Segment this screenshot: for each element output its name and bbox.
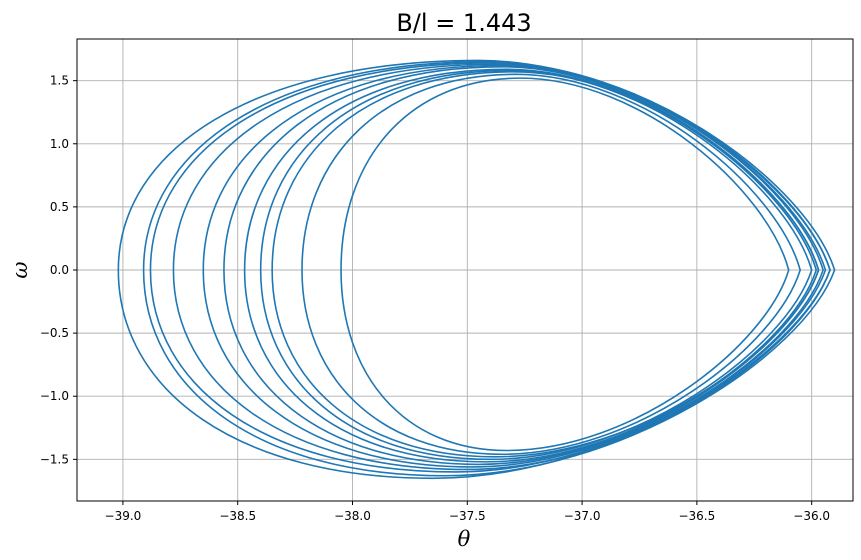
- trajectory-loop: [142, 60, 836, 477]
- x-tick-label: −38.5: [219, 509, 256, 523]
- trajectory-loop: [202, 64, 824, 468]
- y-axis-ticks: −1.5 −1.0 −0.5 0.0 0.5 1.0 1.5: [40, 74, 77, 466]
- trajectory-lines: [117, 59, 836, 480]
- x-tick-label: −38.0: [334, 509, 371, 523]
- y-axis-label: ω: [8, 261, 32, 278]
- y-tick-label: 0.5: [50, 200, 69, 214]
- x-tick-label: −39.0: [105, 509, 142, 523]
- trajectory-loop: [340, 77, 790, 452]
- x-tick-label: −37.0: [564, 509, 601, 523]
- y-tick-label: −1.0: [40, 389, 69, 403]
- x-tick-label: −37.5: [449, 509, 486, 523]
- trajectory-loop: [149, 62, 827, 473]
- y-tick-label: −0.5: [40, 326, 69, 340]
- trajectory-loop: [172, 63, 831, 471]
- x-tick-label: −36.0: [793, 509, 830, 523]
- chart-title: B/l = 1.443: [396, 9, 531, 37]
- y-tick-label: −1.5: [40, 452, 69, 466]
- x-axis-label: θ: [458, 527, 471, 551]
- x-tick-label: −36.5: [678, 509, 715, 523]
- trajectory-loop: [271, 71, 820, 458]
- y-gridlines: [77, 80, 853, 460]
- trajectory-loop: [243, 68, 818, 463]
- trajectory-loop: [301, 73, 802, 456]
- trajectory-loop: [259, 69, 813, 461]
- x-axis-ticks: −39.0 −38.5 −38.0 −37.5 −37.0 −36.5 −36.0: [105, 501, 830, 523]
- y-tick-label: 1.0: [50, 137, 69, 151]
- y-tick-label: 1.5: [50, 74, 69, 88]
- y-tick-label: 0.0: [50, 263, 69, 277]
